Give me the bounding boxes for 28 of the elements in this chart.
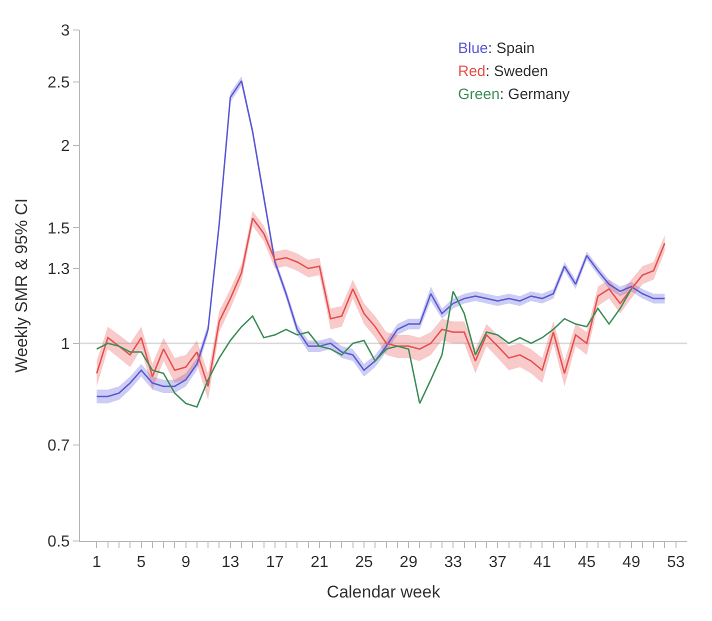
x-tick-label: 29 [400, 554, 418, 572]
x-tick-label: 13 [221, 554, 240, 572]
x-tick-label: 1 [92, 554, 102, 572]
x-tick-label: 33 [444, 554, 462, 572]
y-tick-label: 1.5 [48, 220, 70, 238]
annotation: Green: Germany [458, 86, 570, 103]
y-tick-label: 2.5 [48, 74, 70, 92]
y-axis-title: Weekly SMR & 95% CI [12, 198, 32, 373]
x-tick-label: 49 [622, 554, 640, 572]
y-tick-label: 1.3 [48, 261, 70, 278]
x-axis-title: Calendar week [326, 582, 441, 602]
x-tick-label: 45 [578, 554, 596, 572]
x-tick-label: 9 [181, 554, 190, 572]
y-tick-label: 3 [60, 22, 70, 40]
x-tick-label: 37 [488, 554, 507, 572]
x-tick-label: 41 [533, 554, 552, 572]
annotation: Red: Sweden [458, 63, 548, 80]
y-tick-label: 2 [60, 138, 70, 156]
x-tick-label: 5 [136, 554, 146, 572]
x-tick-label: 53 [666, 554, 685, 572]
x-tick-label: 17 [266, 554, 284, 572]
y-tick-label: 0.7 [48, 438, 70, 455]
x-tick-label: 21 [310, 554, 328, 572]
annotation: Blue: Spain [458, 40, 535, 57]
x-tick-label: 25 [355, 554, 374, 572]
y-tick-label: 1 [60, 336, 70, 353]
y-tick-label: 0.5 [48, 534, 70, 551]
line-series [96, 288, 632, 408]
